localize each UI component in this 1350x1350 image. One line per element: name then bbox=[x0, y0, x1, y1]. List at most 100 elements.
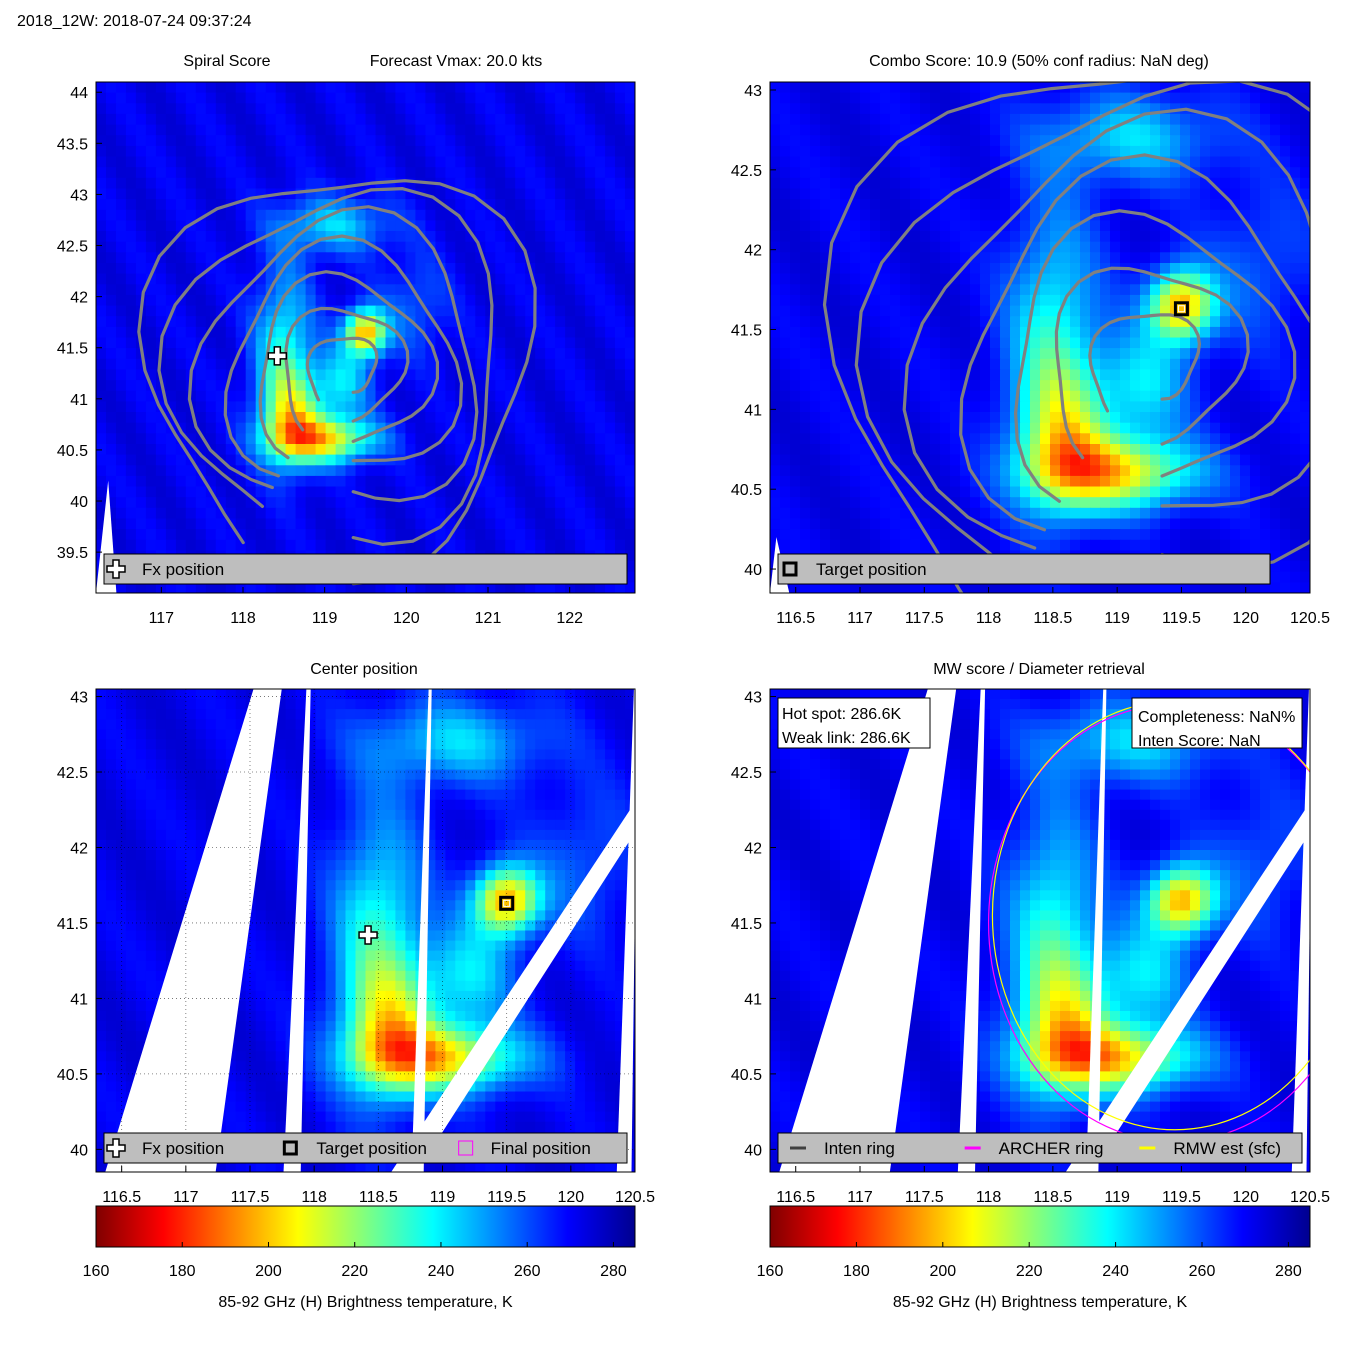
field-cell bbox=[1230, 294, 1241, 307]
contour-line bbox=[137, 179, 537, 586]
field-cell bbox=[1200, 188, 1211, 200]
field-cell bbox=[135, 486, 147, 498]
field-cell bbox=[185, 209, 197, 221]
field-cell bbox=[790, 241, 801, 253]
field-cell bbox=[1050, 145, 1061, 158]
field-cell bbox=[1130, 507, 1141, 519]
field-cell bbox=[900, 145, 911, 158]
field-cell bbox=[325, 497, 337, 509]
field-cell bbox=[515, 348, 526, 360]
field-cell bbox=[185, 156, 197, 168]
field-cell bbox=[1060, 539, 1071, 551]
field-cell bbox=[185, 582, 197, 593]
legend-label: Fx position bbox=[142, 560, 224, 579]
field-cell bbox=[950, 305, 961, 317]
field-cell bbox=[840, 82, 851, 94]
field-cell bbox=[315, 209, 327, 221]
field-cell bbox=[415, 252, 426, 264]
field-cell bbox=[860, 188, 871, 200]
field-cell bbox=[1230, 401, 1241, 413]
field-cell bbox=[116, 412, 127, 424]
field-cell bbox=[555, 369, 566, 381]
field-cell bbox=[820, 209, 831, 221]
field-cell bbox=[355, 401, 367, 413]
field-cell bbox=[405, 167, 416, 179]
field-cell bbox=[525, 135, 536, 147]
field-cell bbox=[1140, 326, 1151, 339]
field-cell bbox=[415, 241, 426, 253]
field-cell bbox=[830, 305, 841, 317]
field-cell bbox=[1300, 326, 1310, 339]
field-cell bbox=[820, 465, 831, 477]
field-cell bbox=[790, 369, 801, 381]
field-cell bbox=[535, 284, 546, 296]
field-cell bbox=[195, 252, 207, 264]
field-cell bbox=[870, 337, 881, 349]
field-cell bbox=[485, 518, 496, 530]
field-cell bbox=[225, 422, 237, 434]
field-cell bbox=[1170, 113, 1181, 126]
field-cell bbox=[1160, 145, 1171, 158]
field-cell bbox=[1130, 412, 1141, 424]
field-cell bbox=[535, 380, 546, 392]
field-cell bbox=[275, 231, 287, 243]
field-cell bbox=[295, 177, 307, 189]
field-cell bbox=[1290, 124, 1301, 136]
field-cell bbox=[545, 145, 556, 158]
field-cell bbox=[890, 231, 901, 243]
field-cell bbox=[1190, 124, 1201, 136]
field-cell bbox=[820, 188, 831, 200]
field-cell bbox=[425, 209, 436, 221]
field-cell bbox=[335, 539, 347, 551]
field-cell bbox=[465, 135, 476, 147]
field-cell bbox=[840, 220, 851, 232]
field-cell bbox=[295, 337, 307, 349]
field-cell bbox=[445, 412, 456, 424]
field-cell bbox=[880, 454, 891, 466]
field-cell bbox=[1010, 199, 1021, 211]
field-cell bbox=[1030, 209, 1041, 221]
field-cell bbox=[335, 284, 347, 296]
field-cell bbox=[1000, 326, 1011, 339]
field-cell bbox=[780, 252, 791, 264]
field-cell bbox=[405, 380, 416, 392]
field-cell bbox=[315, 369, 327, 381]
field-cell bbox=[615, 188, 626, 200]
field-cell bbox=[96, 263, 107, 275]
field-cell bbox=[395, 135, 406, 147]
field-cell bbox=[285, 475, 297, 488]
field-cell bbox=[1150, 507, 1161, 519]
field-cell bbox=[195, 305, 207, 317]
field-cell bbox=[415, 412, 426, 424]
field-cell bbox=[215, 82, 227, 94]
field-cell bbox=[1150, 486, 1161, 498]
field-cell bbox=[1280, 135, 1291, 147]
field-cell bbox=[585, 465, 596, 477]
field-cell bbox=[265, 337, 277, 349]
field-cell bbox=[870, 284, 881, 296]
field-cell bbox=[335, 486, 347, 498]
field-cell bbox=[770, 444, 781, 456]
field-cell bbox=[485, 465, 496, 477]
field-cell bbox=[215, 337, 227, 349]
field-cell bbox=[525, 231, 536, 243]
field-cell bbox=[1140, 284, 1151, 296]
field-cell bbox=[1080, 199, 1091, 211]
field-cell bbox=[345, 82, 357, 94]
field-cell bbox=[185, 486, 197, 498]
field-cell bbox=[1300, 390, 1310, 402]
field-cell bbox=[175, 209, 187, 221]
field-cell bbox=[1290, 507, 1301, 519]
field-cell bbox=[1080, 177, 1091, 189]
field-cell bbox=[1040, 401, 1051, 413]
field-cell bbox=[1290, 241, 1301, 253]
field-cell bbox=[1000, 507, 1011, 519]
field-cell bbox=[365, 433, 377, 445]
field-cell bbox=[605, 82, 616, 94]
field-cell bbox=[1150, 422, 1161, 434]
field-cell bbox=[225, 294, 237, 307]
field-cell bbox=[415, 124, 426, 136]
field-cell bbox=[125, 444, 137, 456]
field-cell bbox=[265, 241, 277, 253]
field-cell bbox=[585, 539, 596, 551]
